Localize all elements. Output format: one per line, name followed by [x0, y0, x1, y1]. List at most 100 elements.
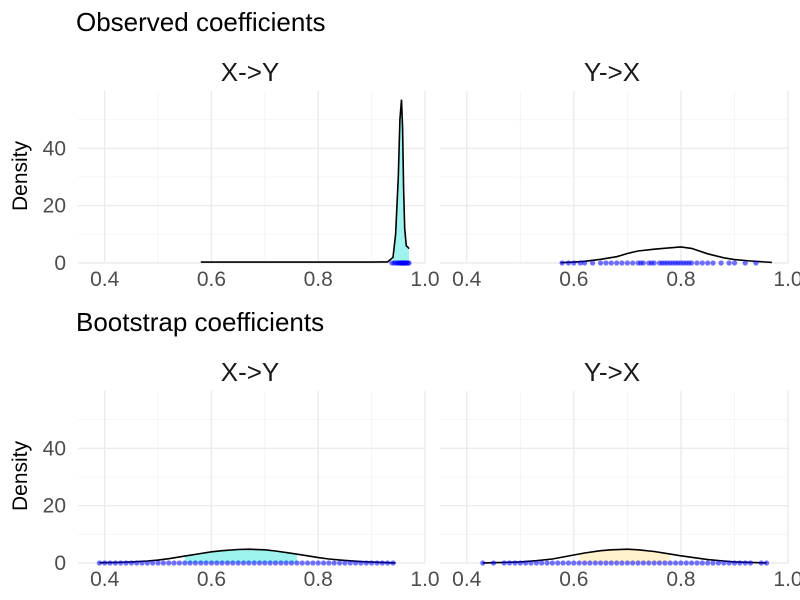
rug-point — [134, 560, 140, 566]
rug-points — [96, 560, 396, 566]
panel-strip-label: Y->X — [584, 57, 640, 87]
rug-point — [747, 560, 754, 566]
rug-point — [288, 560, 295, 566]
rug-point — [331, 560, 337, 566]
rug-point — [576, 560, 582, 566]
rug-point — [598, 260, 604, 266]
rug-point — [560, 560, 566, 566]
section-title-observed: Observed coefficients — [76, 7, 326, 37]
rug-point — [640, 560, 647, 566]
rug-point — [694, 260, 700, 266]
rug-point — [102, 560, 108, 566]
rug-point — [539, 560, 545, 566]
rug-point — [710, 260, 716, 266]
rug-point — [651, 260, 657, 266]
rug-point — [533, 560, 540, 566]
panel-bootstrap-y-to-x: Y->X 0.4 0.6 0.8 1.0 — [440, 357, 800, 591]
rug-point — [342, 560, 348, 566]
x-tick-label: 0.8 — [304, 568, 333, 591]
rug-point — [624, 260, 631, 266]
rug-point — [705, 260, 711, 266]
rug-point — [272, 560, 279, 566]
rug-point — [171, 560, 177, 566]
x-tick-label: 1.0 — [410, 568, 439, 591]
rug-point — [305, 560, 311, 566]
x-tick-label: 0.6 — [197, 268, 226, 291]
rug-point — [139, 560, 145, 566]
rug-point — [118, 560, 124, 566]
rug-point — [656, 560, 663, 566]
x-tick-label: 0.8 — [666, 268, 695, 291]
rug-point — [608, 560, 614, 566]
rug-point — [603, 560, 609, 566]
rug-point — [559, 260, 565, 266]
rug-point — [651, 560, 657, 566]
panel-bootstrap-x-to-y: X->Y 0.4 0.6 0.8 1.0 0 20 40 — [43, 357, 440, 591]
rug-point — [549, 560, 556, 566]
x-tick-label: 1.0 — [773, 568, 800, 591]
rug-point — [112, 560, 118, 566]
rug-point — [624, 560, 631, 566]
rug-points — [389, 260, 412, 266]
grid — [440, 391, 789, 564]
rug-point — [715, 560, 722, 566]
density-fill — [579, 549, 671, 563]
rug-point — [694, 560, 700, 566]
rug-point — [603, 260, 609, 266]
rug-point — [363, 560, 369, 566]
y-tick-label: 0 — [54, 252, 66, 275]
rug-point — [208, 560, 215, 566]
grid — [78, 91, 426, 264]
rug-point — [630, 260, 636, 266]
rug-point — [406, 260, 412, 266]
rug-point — [619, 260, 625, 266]
rug-point — [150, 560, 156, 566]
rug-point — [310, 560, 316, 566]
rug-point — [490, 560, 497, 566]
rug-point — [294, 560, 300, 566]
x-tick-label: 0.8 — [666, 568, 695, 591]
rug-point — [731, 260, 738, 266]
rug-point — [742, 560, 748, 566]
rug-point — [517, 560, 523, 566]
rug-point — [337, 560, 343, 566]
x-tick-label: 1.0 — [410, 268, 439, 291]
rug-point — [764, 560, 770, 566]
panel-strip-label: Y->X — [584, 357, 640, 387]
rug-point — [512, 560, 518, 566]
density-curve — [200, 99, 410, 263]
rug-point — [374, 560, 380, 566]
rug-point — [278, 560, 284, 566]
x-tick-label: 1.0 — [773, 268, 800, 291]
rug-point — [726, 260, 732, 266]
rug-point — [710, 560, 716, 566]
rug-point — [683, 560, 689, 566]
x-tick-label: 0.6 — [197, 568, 226, 591]
rug-point — [699, 260, 705, 266]
rug-point — [240, 560, 247, 566]
rug-point — [187, 560, 193, 566]
rug-point — [678, 560, 684, 566]
rug-point — [123, 560, 129, 566]
rug-point — [565, 260, 572, 266]
rug-point — [614, 560, 620, 566]
tick-labels: 0.4 0.6 0.8 1.0 — [452, 568, 800, 591]
rug-point — [326, 560, 332, 566]
rug-point — [726, 560, 732, 566]
rug-point — [699, 560, 705, 566]
rug-point — [353, 560, 359, 566]
density-fill — [393, 99, 409, 263]
rug-point — [608, 260, 614, 266]
y-tick-label: 40 — [43, 437, 66, 460]
rug-point — [390, 560, 396, 566]
rug-point — [614, 260, 620, 266]
rug-point — [592, 560, 598, 566]
y-axis-title-observed: Density — [9, 140, 32, 211]
rug-point — [507, 560, 513, 566]
panel-strip-label: X->Y — [221, 57, 280, 87]
x-tick-label: 0.6 — [559, 568, 588, 591]
rug-point — [107, 560, 113, 566]
rug-point — [662, 560, 668, 566]
